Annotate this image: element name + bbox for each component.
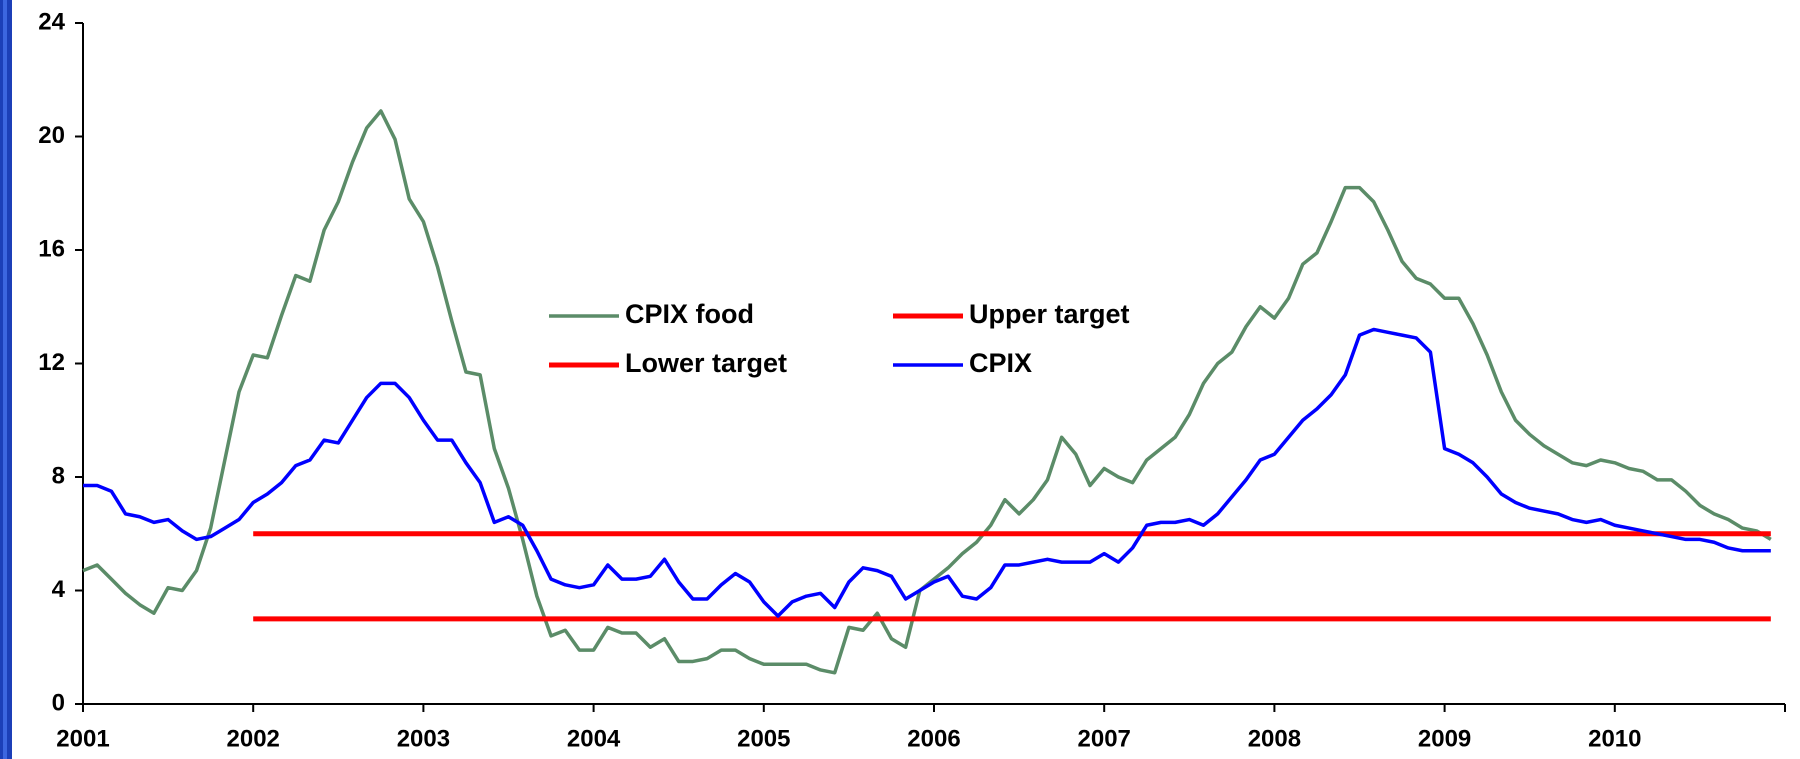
series-line	[82, 109, 1772, 675]
series-line	[83, 327, 1771, 618]
x-tick-label: 2004	[567, 725, 621, 752]
x-tick-label: 2007	[1078, 725, 1131, 752]
x-tick-label: 2002	[227, 725, 280, 752]
legend-label: Upper target	[969, 299, 1130, 329]
x-tick-label: 2009	[1418, 725, 1471, 752]
legend-label: CPIX	[969, 348, 1032, 378]
side-strip-highlight	[3, 0, 7, 759]
y-tick-label: 4	[52, 576, 66, 603]
x-tick-label: 2010	[1588, 725, 1641, 752]
y-tick-label: 8	[52, 462, 65, 489]
y-tick-label: 24	[38, 8, 65, 35]
legend-label: CPIX food	[625, 299, 754, 329]
y-tick-label: 20	[38, 122, 65, 149]
y-tick-label: 16	[38, 235, 65, 262]
x-tick-label: 2006	[907, 725, 960, 752]
legend-label: Lower target	[625, 348, 787, 378]
x-tick-label: 2008	[1248, 725, 1301, 752]
x-tick-label: 2005	[737, 725, 790, 752]
x-tick-label: 2003	[397, 725, 450, 752]
y-tick-label: 0	[52, 689, 65, 716]
y-tick-label: 12	[38, 349, 65, 376]
x-tick-label: 2001	[56, 725, 109, 752]
